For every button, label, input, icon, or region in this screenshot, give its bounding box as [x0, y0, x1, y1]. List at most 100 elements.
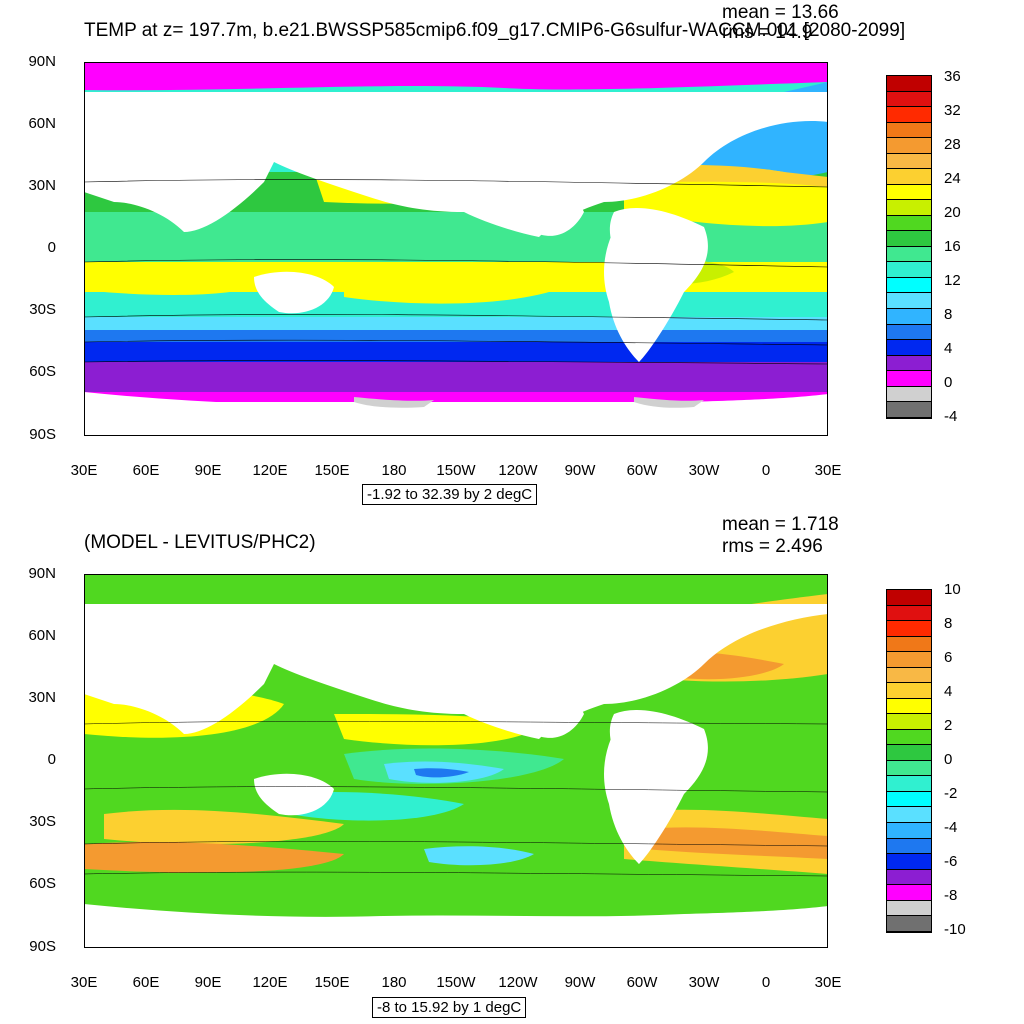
lon-label: 180 — [381, 462, 407, 479]
colorbar-swatch — [887, 91, 931, 108]
colorbar-swatch — [887, 714, 931, 730]
temperature-map — [84, 62, 828, 436]
colorbar-swatch — [887, 636, 931, 653]
colorbar-swatch — [887, 184, 931, 201]
colorbar-swatch — [887, 885, 931, 901]
lat-label: 0 — [47, 239, 56, 256]
colorbar-swatch — [887, 340, 931, 356]
lon-label: 60E — [132, 974, 160, 991]
lon-label: 30W — [688, 462, 720, 479]
lat-label: 90N — [28, 53, 56, 70]
lat-label: 30N — [28, 177, 56, 194]
colorbar-label: 4 — [944, 340, 953, 357]
lat-label: 30S — [29, 813, 56, 830]
colorbar-swatch — [887, 371, 931, 387]
colorbar-swatch — [887, 683, 931, 699]
colorbar-swatch — [887, 822, 931, 839]
lat-label: 60S — [29, 875, 56, 892]
lon-label: 30E — [814, 974, 842, 991]
lon-label: 60W — [626, 462, 658, 479]
lon-label: 30E — [70, 974, 98, 991]
colorbar-swatch — [887, 76, 931, 92]
contour-range-label: -8 to 15.92 by 1 degC — [372, 997, 527, 1018]
colorbar-label: 36 — [944, 68, 961, 85]
colorbar-label: 24 — [944, 170, 961, 187]
lon-label: 120E — [252, 462, 288, 479]
colorbar-swatch — [887, 153, 931, 170]
rms-label: rms = 14.9 — [722, 22, 813, 43]
colorbar-label: 16 — [944, 238, 961, 255]
colorbar-swatch — [887, 807, 931, 823]
contour-range-label: -1.92 to 32.39 by 2 degC — [362, 484, 538, 505]
colorbar-label: 28 — [944, 136, 961, 153]
colorbar-swatch — [887, 621, 931, 637]
colorbar-label: 12 — [944, 272, 961, 289]
colorbar-swatch — [887, 355, 931, 372]
colorbar-label: -4 — [944, 408, 958, 425]
lon-label: 30W — [688, 974, 720, 991]
panel-title: (MODEL - LEVITUS/PHC2) — [84, 532, 316, 553]
lon-label: 150W — [436, 462, 476, 479]
lon-label: 90E — [194, 462, 222, 479]
lon-label: 150W — [436, 974, 476, 991]
lon-label: 150E — [314, 974, 350, 991]
lon-label: 120W — [498, 974, 538, 991]
mean-label: mean = 13.66 — [722, 2, 839, 23]
lon-label: 30E — [814, 462, 842, 479]
colorbar-label: -6 — [944, 853, 958, 870]
lon-label: 90W — [564, 974, 596, 991]
lon-label: 30E — [70, 462, 98, 479]
colorbar-label: -8 — [944, 887, 958, 904]
colorbar-swatch — [887, 760, 931, 777]
colorbar-label: 8 — [944, 306, 953, 323]
colorbar-label: 8 — [944, 615, 953, 632]
lat-label: 90S — [29, 426, 56, 443]
colorbar-swatch — [887, 916, 931, 932]
lon-label: 60E — [132, 462, 160, 479]
lon-label: 0 — [761, 462, 771, 479]
lon-label: 0 — [761, 974, 771, 991]
mean-label: mean = 1.718 — [722, 514, 839, 535]
colorbar-swatch — [887, 277, 931, 294]
colorbar-label: 4 — [944, 683, 953, 700]
lon-label: 120E — [252, 974, 288, 991]
colorbar-label: -4 — [944, 819, 958, 836]
colorbar-label: 0 — [944, 374, 953, 391]
lon-label: 60W — [626, 974, 658, 991]
lat-label: 60N — [28, 115, 56, 132]
lat-label: 60S — [29, 363, 56, 380]
colorbar-swatch — [887, 854, 931, 870]
colorbar-swatch — [887, 729, 931, 746]
colorbar-swatch — [887, 667, 931, 684]
colorbar-swatch — [887, 776, 931, 792]
lat-label: 90N — [28, 565, 56, 582]
colorbar-swatch — [887, 869, 931, 886]
colorbar-swatch — [887, 900, 931, 917]
colorbar-swatch — [887, 169, 931, 185]
panel-title: TEMP at z= 197.7m, b.e21.BWSSP585cmip6.f… — [84, 20, 906, 41]
lat-label: 30S — [29, 301, 56, 318]
colorbar-swatch — [887, 324, 931, 341]
lat-label: 90S — [29, 938, 56, 955]
colorbar-swatch — [887, 215, 931, 232]
colorbar-swatch — [887, 386, 931, 403]
colorbar-label: 20 — [944, 204, 961, 221]
colorbar-swatch — [887, 293, 931, 309]
lon-label: 90W — [564, 462, 596, 479]
colorbar-label: 2 — [944, 717, 953, 734]
colorbar-label: 6 — [944, 649, 953, 666]
colorbar-label: -2 — [944, 785, 958, 802]
colorbar-swatch — [887, 590, 931, 606]
colorbar-swatch — [887, 122, 931, 139]
colorbar-label: 10 — [944, 581, 961, 598]
colorbar-swatch — [887, 698, 931, 715]
colorbar-swatch — [887, 745, 931, 761]
colorbar-swatch — [887, 138, 931, 154]
colorbar-swatch — [887, 231, 931, 247]
lon-label: 120W — [498, 462, 538, 479]
lon-label: 90E — [194, 974, 222, 991]
lat-label: 60N — [28, 627, 56, 644]
colorbar-label: 0 — [944, 751, 953, 768]
colorbar-swatch — [887, 652, 931, 668]
lat-label: 0 — [47, 751, 56, 768]
